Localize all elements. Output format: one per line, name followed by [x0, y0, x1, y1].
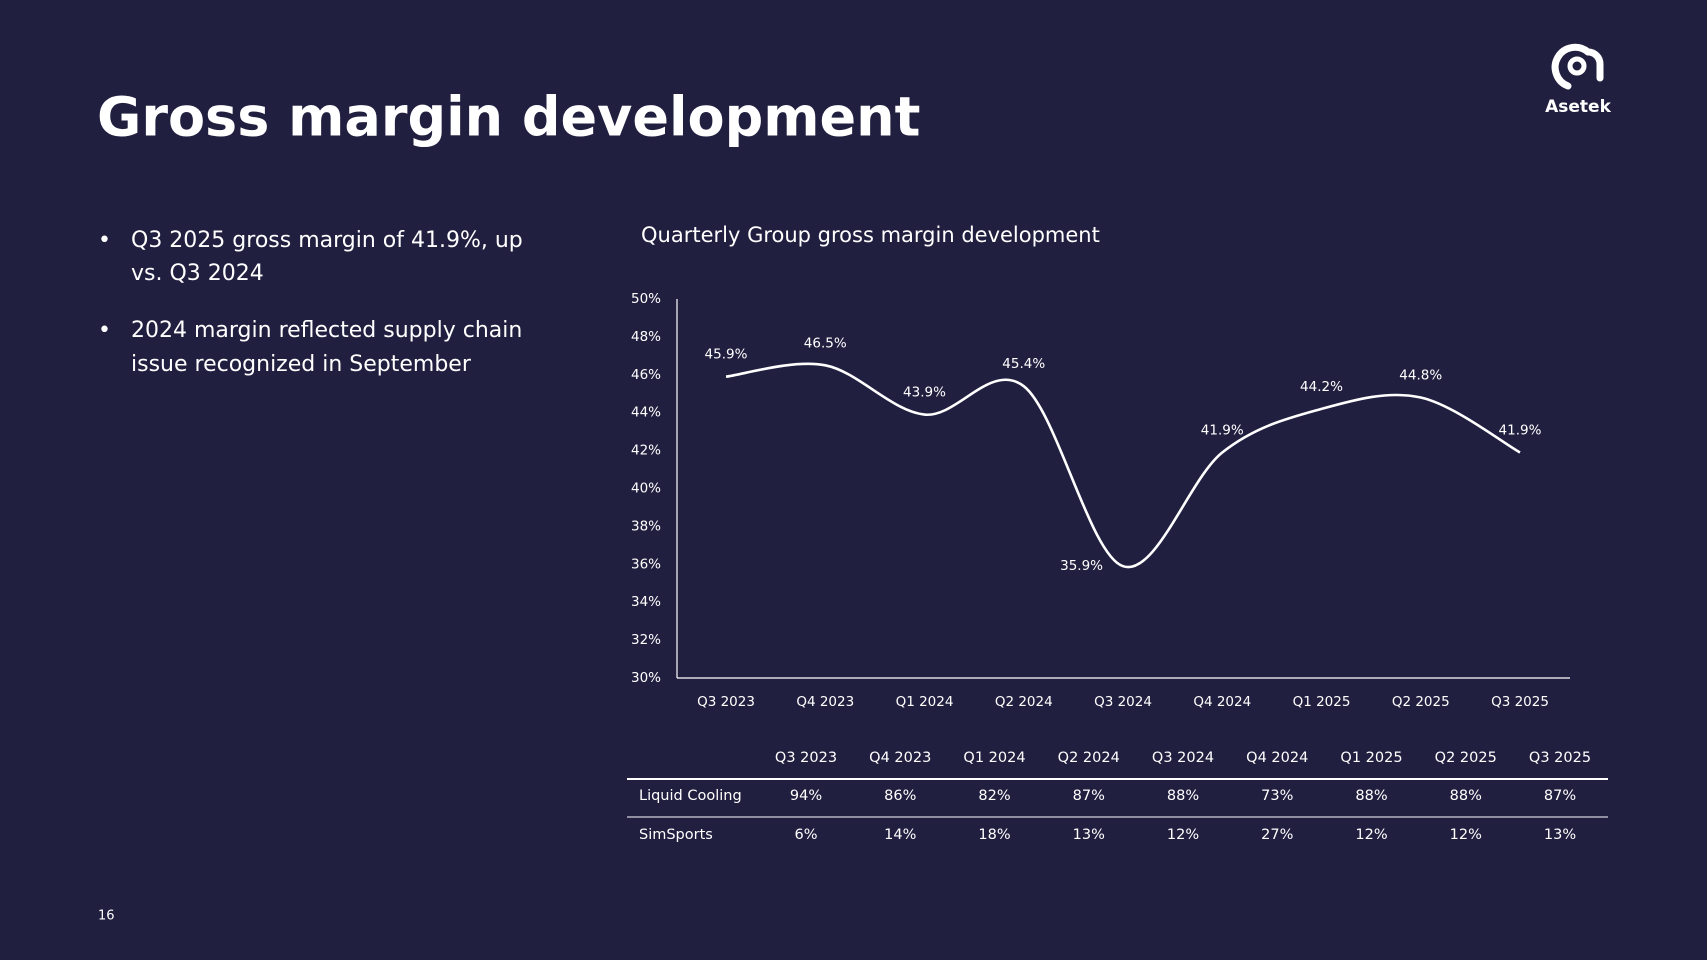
- table-cell: 86%: [884, 788, 916, 804]
- x-tick-label: Q3 2025: [1491, 694, 1549, 710]
- table-cell: 27%: [1261, 827, 1293, 843]
- y-tick-label: 38%: [631, 518, 661, 534]
- table-header: Q3 2025: [1529, 750, 1591, 766]
- data-label: 35.9%: [1060, 558, 1103, 574]
- table-cell: 94%: [790, 788, 822, 804]
- table-cell: 88%: [1167, 788, 1199, 804]
- logo-mark: [1567, 56, 1587, 76]
- line-series: [725, 362, 1521, 569]
- logo-text: Asetek: [1545, 97, 1611, 117]
- slide-title: Gross margin development: [97, 86, 920, 149]
- page-number: 16: [98, 909, 115, 924]
- data-label: 43.9%: [903, 385, 946, 401]
- table-cell: 87%: [1073, 788, 1105, 804]
- data-label: 44.2%: [1300, 379, 1343, 395]
- bullet-text: 2024 margin reflected supply chain: [131, 318, 522, 343]
- x-tick-label: Q3 2023: [697, 694, 755, 710]
- data-label: 41.9%: [1499, 422, 1542, 438]
- x-tick-label: Q3 2024: [1094, 694, 1152, 710]
- logo-mark: [1584, 48, 1604, 82]
- y-tick-label: 46%: [631, 367, 661, 383]
- table-cell: 12%: [1167, 827, 1199, 843]
- bullet-text: vs. Q3 2024: [131, 261, 264, 286]
- table-header: Q2 2024: [1058, 750, 1120, 766]
- table-cell: 87%: [1544, 788, 1576, 804]
- table-cell: 73%: [1261, 788, 1293, 804]
- table-cell: 13%: [1073, 827, 1105, 843]
- table-cell: 14%: [884, 827, 916, 843]
- bullet-dot: •: [98, 228, 111, 253]
- x-tick-label: Q2 2024: [995, 694, 1053, 710]
- table-cell: 82%: [978, 788, 1010, 804]
- bullet-text: Q3 2025 gross margin of 41.9%, up: [131, 228, 523, 253]
- y-tick-label: 42%: [631, 443, 661, 459]
- y-tick-label: 48%: [631, 329, 661, 345]
- logo-mark: [1551, 43, 1592, 90]
- table-cell: 12%: [1355, 827, 1387, 843]
- table-header: Q3 2024: [1152, 750, 1214, 766]
- y-tick-label: 34%: [631, 594, 661, 610]
- chart-title: Quarterly Group gross margin development: [641, 223, 1100, 247]
- x-tick-label: Q4 2023: [796, 694, 854, 710]
- table-cell: 88%: [1355, 788, 1387, 804]
- table-cell: 88%: [1450, 788, 1482, 804]
- y-tick-label: 40%: [631, 481, 661, 497]
- table-header: Q3 2023: [775, 750, 837, 766]
- bullet-text: issue recognized in September: [131, 352, 472, 377]
- x-tick-label: Q1 2024: [896, 694, 954, 710]
- table-cell: 12%: [1450, 827, 1482, 843]
- y-tick-label: 30%: [631, 670, 661, 686]
- data-label: 45.9%: [705, 347, 748, 363]
- data-label: 46.5%: [804, 335, 847, 351]
- table-header: Q2 2025: [1435, 750, 1497, 766]
- table-cell: 18%: [978, 827, 1010, 843]
- y-tick-label: 44%: [631, 405, 661, 421]
- table-header: Q4 2023: [869, 750, 931, 766]
- x-tick-label: Q2 2025: [1392, 694, 1450, 710]
- table-cell: 13%: [1544, 827, 1576, 843]
- table-header: Q1 2025: [1340, 750, 1402, 766]
- data-label: 44.8%: [1399, 368, 1442, 384]
- logo: Asetek: [1545, 43, 1612, 117]
- table-header: Q4 2024: [1246, 750, 1308, 766]
- y-tick-label: 50%: [631, 291, 661, 307]
- table-cell: 6%: [794, 827, 817, 843]
- table-cell: SimSports: [639, 827, 713, 843]
- y-tick-label: 32%: [631, 632, 661, 648]
- x-tick-label: Q4 2024: [1193, 694, 1251, 710]
- bullet-dot: •: [98, 318, 111, 343]
- data-label: 41.9%: [1201, 422, 1244, 438]
- table-header: Q1 2024: [963, 750, 1025, 766]
- y-tick-label: 36%: [631, 556, 661, 572]
- table-cell: Liquid Cooling: [639, 788, 742, 804]
- x-tick-label: Q1 2025: [1293, 694, 1351, 710]
- data-label: 45.4%: [1002, 356, 1045, 372]
